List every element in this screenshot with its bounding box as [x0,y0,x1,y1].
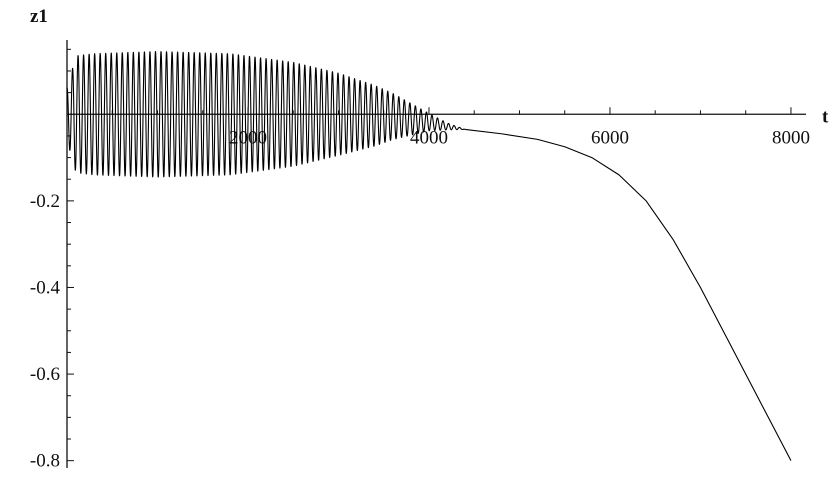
series-oscillation-line [66,51,466,178]
x-tick-label: 6000 [591,127,629,148]
y-tick-label: -0.6 [30,364,60,385]
y-tick-label: -0.2 [30,191,60,212]
y-tick-label: -0.8 [30,451,60,472]
y-ticks: -0.2 -0.4 -0.6 -0.8 [30,48,74,472]
series-decay-line [465,128,792,461]
x-ticks: 2000 4000 6000 8000 [111,107,810,148]
y-axis: -0.2 -0.4 -0.6 -0.8 z1 [30,6,74,472]
y-axis-label: z1 [30,6,48,27]
series-group [66,51,792,461]
x-tick-label: 8000 [772,127,810,148]
y-tick-label: -0.4 [30,277,61,298]
x-tick-label: 4000 [410,127,448,148]
x-axis-label: t [822,106,829,127]
